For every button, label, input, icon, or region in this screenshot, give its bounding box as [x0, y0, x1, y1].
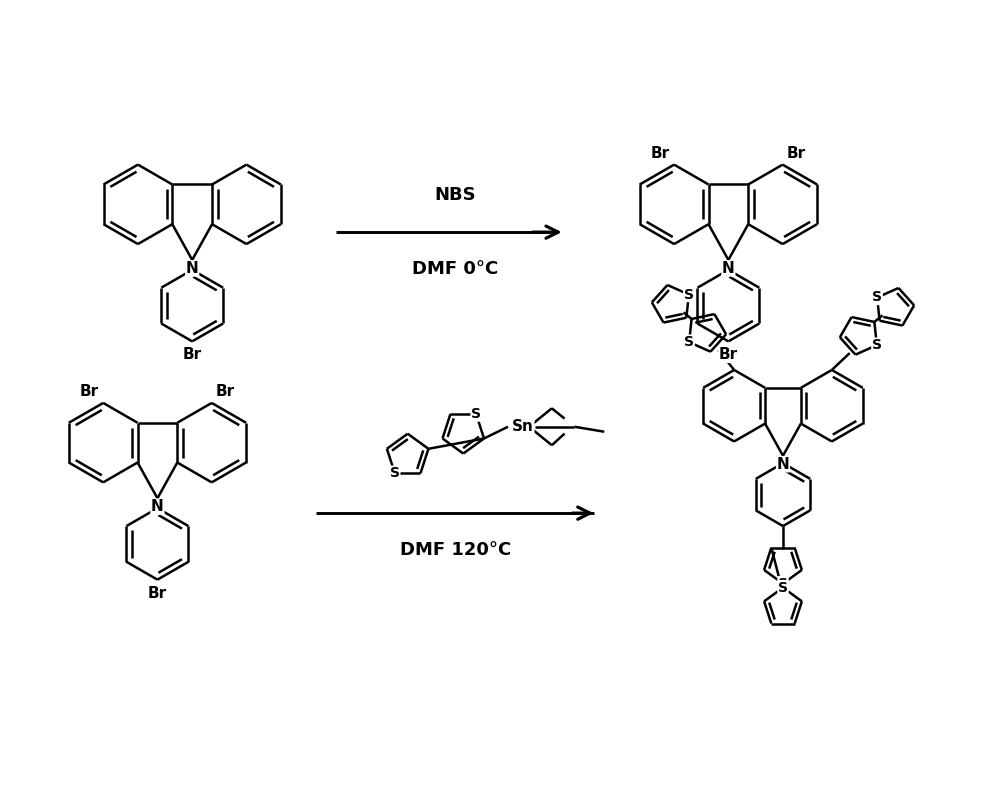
Text: S: S — [684, 335, 694, 349]
Text: N: N — [722, 261, 735, 276]
Text: S: S — [471, 407, 481, 421]
Text: N: N — [151, 499, 164, 514]
Text: Br: Br — [148, 586, 167, 601]
Text: S: S — [872, 291, 882, 304]
Text: S: S — [684, 288, 694, 302]
Text: Br: Br — [787, 145, 806, 160]
Text: Br: Br — [80, 384, 99, 399]
Text: DMF 120°C: DMF 120°C — [400, 541, 511, 559]
Text: N: N — [186, 261, 199, 276]
Text: DMF 0°C: DMF 0°C — [412, 260, 498, 278]
Text: Br: Br — [651, 145, 670, 160]
Text: S: S — [778, 577, 788, 590]
Text: Sn: Sn — [512, 419, 534, 434]
Text: Br: Br — [216, 384, 235, 399]
Text: N: N — [777, 457, 789, 472]
Text: S: S — [778, 581, 788, 595]
Text: S: S — [390, 466, 400, 480]
Text: Br: Br — [183, 347, 202, 362]
Text: NBS: NBS — [435, 186, 476, 204]
Text: Br: Br — [719, 347, 738, 362]
Text: S: S — [872, 338, 882, 352]
